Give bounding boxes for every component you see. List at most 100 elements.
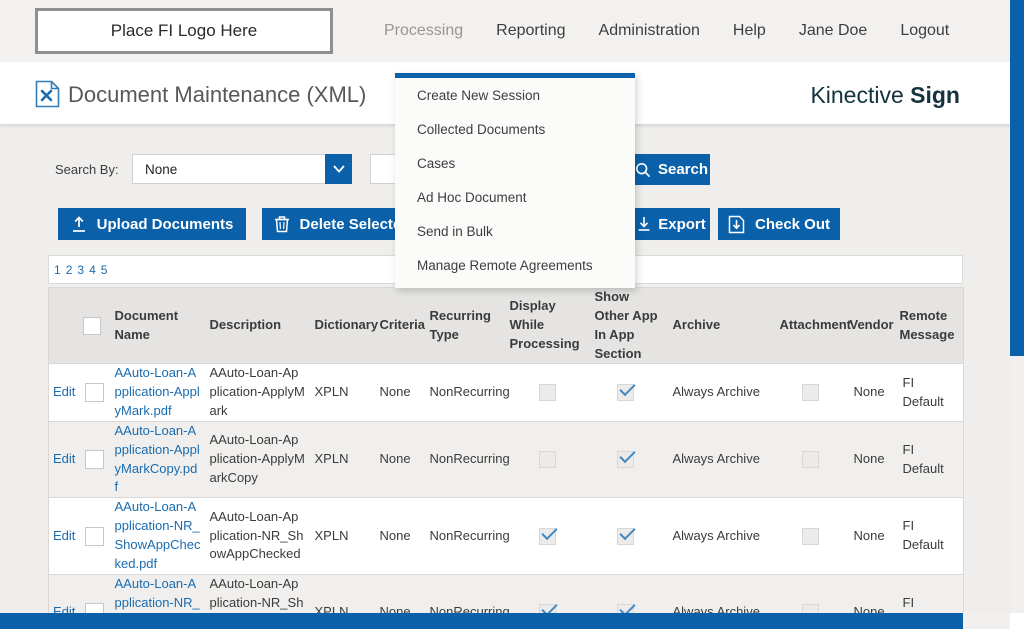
display-while-processing-checkbox	[539, 523, 558, 545]
horizontal-scrollbar[interactable]	[0, 613, 1010, 629]
page-link-2[interactable]: 2	[65, 262, 73, 277]
search-by-label: Search By:	[55, 162, 119, 177]
col-criteria: Criteria	[375, 287, 426, 364]
dictionary-cell: XPLN	[310, 497, 376, 575]
description-cell: AAuto-Loan-Application-ApplyMark	[205, 363, 311, 422]
menu-accent-bar	[395, 73, 635, 78]
processing-dropdown-menu: Create New Session Collected Documents C…	[395, 73, 635, 288]
main-nav: Processing Reporting Administration Help…	[384, 0, 949, 62]
criteria-cell: None	[375, 363, 426, 422]
recurring-type-cell: NonRecurring	[425, 497, 510, 575]
chevron-down-icon	[332, 165, 345, 173]
search-by-select-arrow[interactable]	[325, 154, 352, 184]
row-select-checkbox[interactable]	[84, 526, 104, 546]
nav-item-processing[interactable]: Processing	[384, 22, 464, 39]
nav-item-reporting[interactable]: Reporting	[496, 22, 566, 39]
dictionary-cell: XPLN	[310, 363, 376, 422]
nav-item-logout[interactable]: Logout	[900, 22, 950, 39]
col-attachment: Attachment	[775, 287, 851, 364]
brand-logo: Kinective Sign	[810, 82, 960, 109]
horizontal-scrollbar-thumb[interactable]	[0, 613, 963, 629]
brand-bold: Sign	[910, 82, 960, 108]
export-button[interactable]: Export	[633, 208, 710, 240]
check-out-button[interactable]: Check Out	[718, 208, 840, 240]
edit-link[interactable]: Edit	[53, 384, 76, 400]
search-icon	[635, 162, 651, 177]
document-maintenance-icon	[35, 80, 60, 113]
recurring-type-cell: NonRecurring	[425, 420, 510, 498]
check-out-label: Check Out	[754, 215, 830, 233]
attachment-checkbox	[801, 527, 819, 545]
menu-item-create-new-session[interactable]: Create New Session	[417, 87, 541, 103]
remote-message-cell: FI Default	[895, 363, 964, 422]
criteria-cell: None	[375, 497, 426, 575]
document-name-link[interactable]: AAuto-Loan-Application-NR_ShowAppChecked…	[114, 499, 201, 571]
delete-selected-label: Delete Selected	[299, 215, 411, 233]
archive-cell: Always Archive	[660, 497, 776, 575]
remote-message-cell: FI Default	[895, 497, 964, 575]
scrollbar-corner	[1010, 613, 1024, 629]
archive-cell: Always Archive	[660, 363, 776, 422]
fi-logo-placeholder: Place FI Logo Here	[35, 8, 333, 54]
page-link-3[interactable]: 3	[77, 262, 85, 277]
documents-table: Document Name Description Dictionary Cri…	[48, 287, 964, 629]
col-description: Description	[205, 287, 311, 364]
page-title: Document Maintenance (XML)	[68, 82, 367, 107]
col-select	[78, 287, 111, 364]
page-link-4[interactable]: 4	[89, 262, 96, 277]
nav-item-help[interactable]: Help	[732, 22, 766, 39]
menu-item-cases[interactable]: Cases	[417, 155, 456, 171]
recurring-type-cell: NonRecurring	[425, 363, 510, 422]
vertical-scrollbar-thumb[interactable]	[1010, 0, 1024, 356]
search-button-label: Search	[657, 161, 709, 178]
dictionary-cell: XPLN	[310, 420, 376, 498]
vendor-cell: None	[845, 420, 896, 498]
menu-item-send-in-bulk[interactable]: Send in Bulk	[417, 223, 493, 239]
show-other-app-checkbox	[616, 380, 636, 402]
select-all-checkbox[interactable]	[82, 316, 101, 335]
col-edit	[48, 287, 79, 364]
edit-link[interactable]: Edit	[53, 527, 76, 543]
page-link-1[interactable]: 1	[54, 262, 61, 277]
display-while-processing-checkbox	[539, 384, 556, 402]
nav-item-user[interactable]: Jane Doe	[798, 22, 868, 39]
export-icon	[638, 217, 650, 231]
table-row: Edit AAuto-Loan-Application-ApplyMarkCop…	[48, 420, 964, 498]
menu-item-collected-documents[interactable]: Collected Documents	[417, 121, 546, 137]
col-display-while-processing: Display While Processing	[505, 287, 591, 364]
search-by-select[interactable]: None	[132, 154, 352, 184]
col-dictionary: Dictionary	[310, 287, 378, 364]
search-by-selected-value: None	[145, 161, 178, 177]
nav-item-administration[interactable]: Administration	[598, 22, 700, 39]
vendor-cell: None	[845, 363, 896, 422]
trash-icon	[274, 216, 289, 233]
archive-cell: Always Archive	[660, 420, 776, 498]
col-vendor: Vendor	[845, 287, 896, 364]
upload-icon	[72, 215, 85, 232]
col-show-other-app: Show Other App In App Section	[590, 287, 661, 364]
upload-documents-label: Upload Documents	[96, 215, 234, 233]
page-link-5[interactable]: 5	[100, 262, 108, 277]
search-button[interactable]: Search	[633, 154, 710, 185]
fi-logo-text: Place FI Logo Here	[110, 21, 258, 40]
check-out-document-icon	[728, 215, 745, 233]
document-name-link[interactable]: AAuto-Loan-Application-ApplyMarkCopy.pdf	[114, 422, 200, 495]
show-other-app-checkbox	[616, 523, 636, 545]
remote-message-cell: FI Default	[895, 420, 964, 498]
vertical-scrollbar[interactable]	[1010, 0, 1024, 613]
description-cell: AAuto-Loan-Application-ApplyMarkCopy	[205, 420, 311, 498]
vendor-cell: None	[845, 497, 896, 575]
menu-item-ad-hoc-document[interactable]: Ad Hoc Document	[417, 189, 527, 205]
upload-documents-button[interactable]: Upload Documents	[58, 208, 246, 240]
edit-link[interactable]: Edit	[53, 451, 76, 467]
document-name-link[interactable]: AAuto-Loan-Application-ApplyMark.pdf	[114, 365, 200, 419]
menu-item-manage-remote-agreements[interactable]: Manage Remote Agreements	[417, 257, 593, 273]
description-cell: AAuto-Loan-Application-NR_ShowAppChecked	[205, 497, 311, 575]
criteria-cell: None	[375, 420, 426, 498]
table-header-row: Document Name Description Dictionary Cri…	[48, 287, 964, 364]
attachment-checkbox	[801, 451, 819, 469]
row-select-checkbox[interactable]	[84, 383, 104, 403]
show-other-app-checkbox	[616, 447, 636, 469]
row-select-checkbox[interactable]	[84, 450, 104, 470]
